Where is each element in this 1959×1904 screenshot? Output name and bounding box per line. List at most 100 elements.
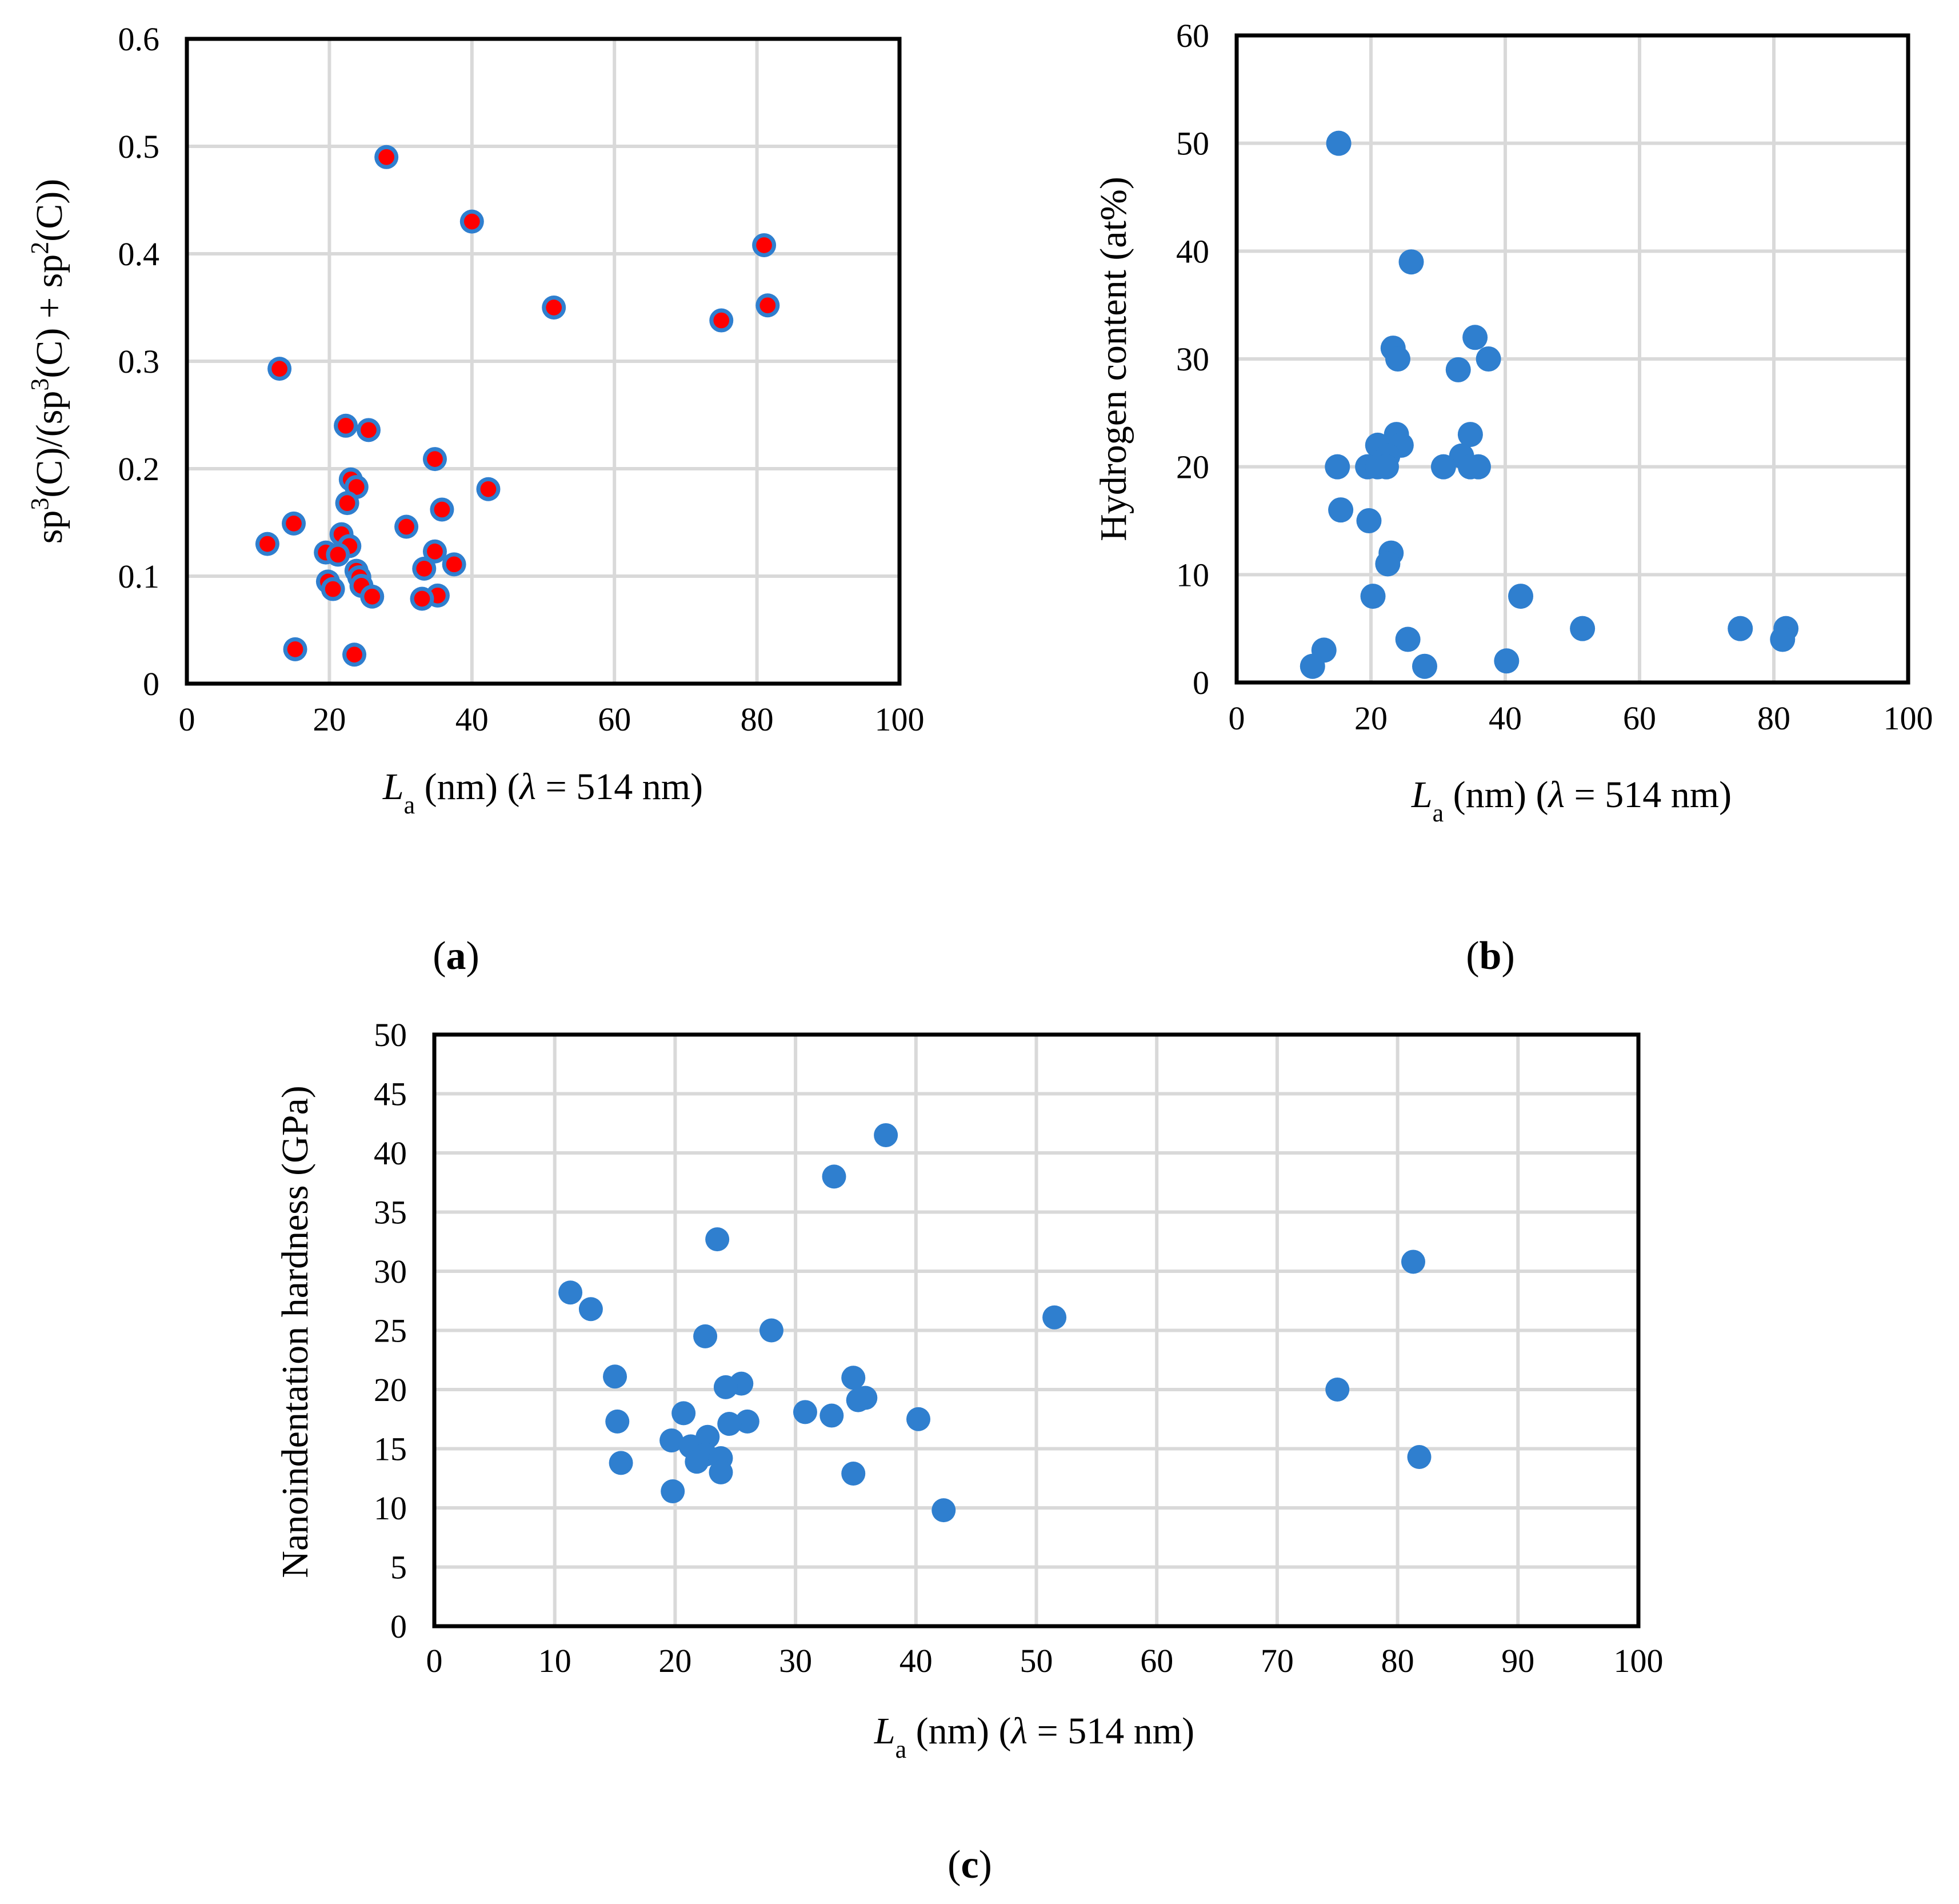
panel-c-data-point	[822, 1164, 846, 1189]
panel-c-data-point	[1042, 1305, 1067, 1330]
panel-b-data-point	[1466, 454, 1491, 480]
panel-a-data-point	[442, 552, 466, 577]
panel-c-y-tick: 45	[374, 1076, 407, 1113]
panel-a-x-tick: 0	[179, 701, 195, 738]
panel-b-data-point	[1445, 357, 1471, 382]
panel-a-y-axis-label: sp3(C)/(sp3(C) + sp2(C))	[26, 179, 71, 544]
panel-a-data-point	[394, 514, 419, 539]
panel-a-data-point	[422, 539, 447, 564]
panel-b-data-point	[1462, 325, 1488, 350]
panel-b-data-point	[1508, 584, 1534, 609]
panel-c-data-point	[685, 1450, 709, 1474]
panel-b-data-point	[1385, 346, 1410, 372]
panel-b-plot-frame	[1234, 33, 1910, 685]
panel-b-x-tick: 20	[1354, 700, 1388, 737]
panel-c-data-point	[735, 1409, 759, 1434]
panel-a-data-point	[356, 418, 381, 442]
panel-c-data-point	[713, 1375, 738, 1399]
panel-a-x-tick: 40	[455, 701, 489, 738]
panel-b-x-tick: 40	[1489, 700, 1522, 737]
panel-c-y-tick: 5	[390, 1549, 407, 1586]
panel-a-data-point	[335, 491, 359, 516]
panel-b-x-tick: 0	[1229, 700, 1245, 737]
panel-a-x-tick: 20	[313, 701, 346, 738]
panel-a-data-point	[374, 145, 399, 169]
panel-a-y-tick: 0.1	[118, 558, 160, 595]
panel-c-data-point	[1407, 1444, 1432, 1469]
panel-b-data-point	[1476, 346, 1501, 372]
panel-b-data-point	[1374, 454, 1400, 480]
panel-a-data-point	[360, 584, 385, 609]
panel-a-data-point	[267, 357, 292, 381]
panel-b-label: (b)	[1466, 934, 1515, 978]
panel-c-x-tick: 10	[538, 1642, 571, 1679]
panel-a-x-tick: 60	[598, 701, 631, 738]
panel-a-grid	[187, 39, 899, 684]
panel-c-y-tick: 25	[374, 1312, 407, 1350]
panel-b-y-ticks: 0 10 20 30 40 50 60	[1176, 17, 1209, 701]
panel-c-data-point	[759, 1318, 783, 1343]
panel-c-data-point	[1401, 1250, 1425, 1274]
panel-b-data-point	[1300, 653, 1325, 679]
panel-c-data-point	[1325, 1378, 1350, 1402]
panel-a-data-point	[410, 586, 434, 611]
panel-a-y-tick: 0.2	[118, 450, 160, 488]
panel-b-data-point	[1494, 648, 1520, 674]
panel-b-data-point	[1430, 454, 1456, 480]
panel-c-x-tick: 0	[426, 1642, 443, 1679]
panel-a-data-point	[334, 413, 358, 438]
panel-c-y-tick: 10	[374, 1490, 407, 1527]
panel-b-x-tick: 100	[1884, 700, 1933, 737]
panel-c-data-point	[841, 1366, 866, 1390]
panel-b: 0 10 20 30 40 50 60 0 20 40 60 80 100 Hydrogen cont…	[1093, 17, 1933, 978]
panel-c-data-point	[841, 1461, 866, 1486]
panel-b-data-point	[1770, 626, 1796, 652]
panel-a-plot-frame	[185, 37, 902, 686]
panel-a-data-point	[342, 642, 367, 667]
panel-b-x-ticks: 0 20 40 60 80 100	[1229, 700, 1933, 737]
panel-b-data-point	[1360, 584, 1386, 609]
panel-c-data-point	[931, 1498, 956, 1523]
panel-c-y-tick: 40	[374, 1135, 407, 1172]
panel-c-x-tick: 20	[658, 1642, 691, 1679]
panel-c-data-point	[693, 1324, 718, 1348]
panel-b-data-point	[1457, 422, 1483, 448]
panel-b-x-tick: 80	[1757, 700, 1790, 737]
panel-c-x-ticks: 0 10 20 30 40 50 60 70 80 90 100	[426, 1642, 1664, 1679]
panel-c-x-tick: 70	[1261, 1642, 1294, 1679]
panel-c-y-axis-label: Nanoindentation hardness (GPa)	[274, 1085, 316, 1578]
panel-c-grid	[434, 1035, 1638, 1626]
panel-c-y-tick: 30	[374, 1253, 407, 1290]
panel-a-x-tick: 100	[875, 701, 925, 738]
panel-b-data-point	[1395, 626, 1421, 652]
panel-a-data-point	[321, 577, 345, 601]
panel-b-x-tick: 60	[1623, 700, 1656, 737]
panel-b-data-point	[1326, 130, 1352, 156]
panel-b-y-tick: 60	[1176, 17, 1209, 54]
panel-a-data-point	[282, 511, 306, 536]
panel-a-data-point	[476, 477, 501, 501]
panel-b-y-tick: 40	[1176, 233, 1209, 270]
panel-a-data-point	[752, 233, 777, 257]
panel-c-data-point	[709, 1460, 733, 1484]
panel-a-data-point	[430, 497, 454, 522]
panel-b-data-point	[1325, 454, 1350, 480]
panel-c: 0 5 10 15 20 25 30 35 40 45 50 0 10 20 30 40 50 60 70 80 90…	[274, 1016, 1664, 1887]
panel-a-y-tick: 0.4	[118, 235, 160, 273]
panel-c-y-tick: 20	[374, 1371, 407, 1408]
panel-a-data-point	[422, 447, 447, 472]
panel-c-x-tick: 30	[779, 1642, 812, 1679]
panel-c-points	[558, 1123, 1432, 1523]
panel-c-x-tick: 40	[899, 1642, 933, 1679]
panel-a-y-tick: 0.5	[118, 128, 160, 165]
panel-c-data-point	[603, 1364, 627, 1389]
panel-a-data-point	[542, 296, 566, 320]
panel-b-y-tick: 0	[1193, 664, 1209, 701]
panel-a-data-point	[412, 556, 437, 581]
panel-c-data-point	[661, 1479, 685, 1504]
panel-a-y-ticks: 0 0.1 0.2 0.3 0.4 0.5 0.6	[118, 21, 160, 702]
panel-c-y-tick: 50	[374, 1016, 407, 1053]
panel-c-data-point	[874, 1123, 898, 1147]
panel-a-x-axis-label: La (nm) (λ = 514 nm)	[382, 766, 703, 819]
